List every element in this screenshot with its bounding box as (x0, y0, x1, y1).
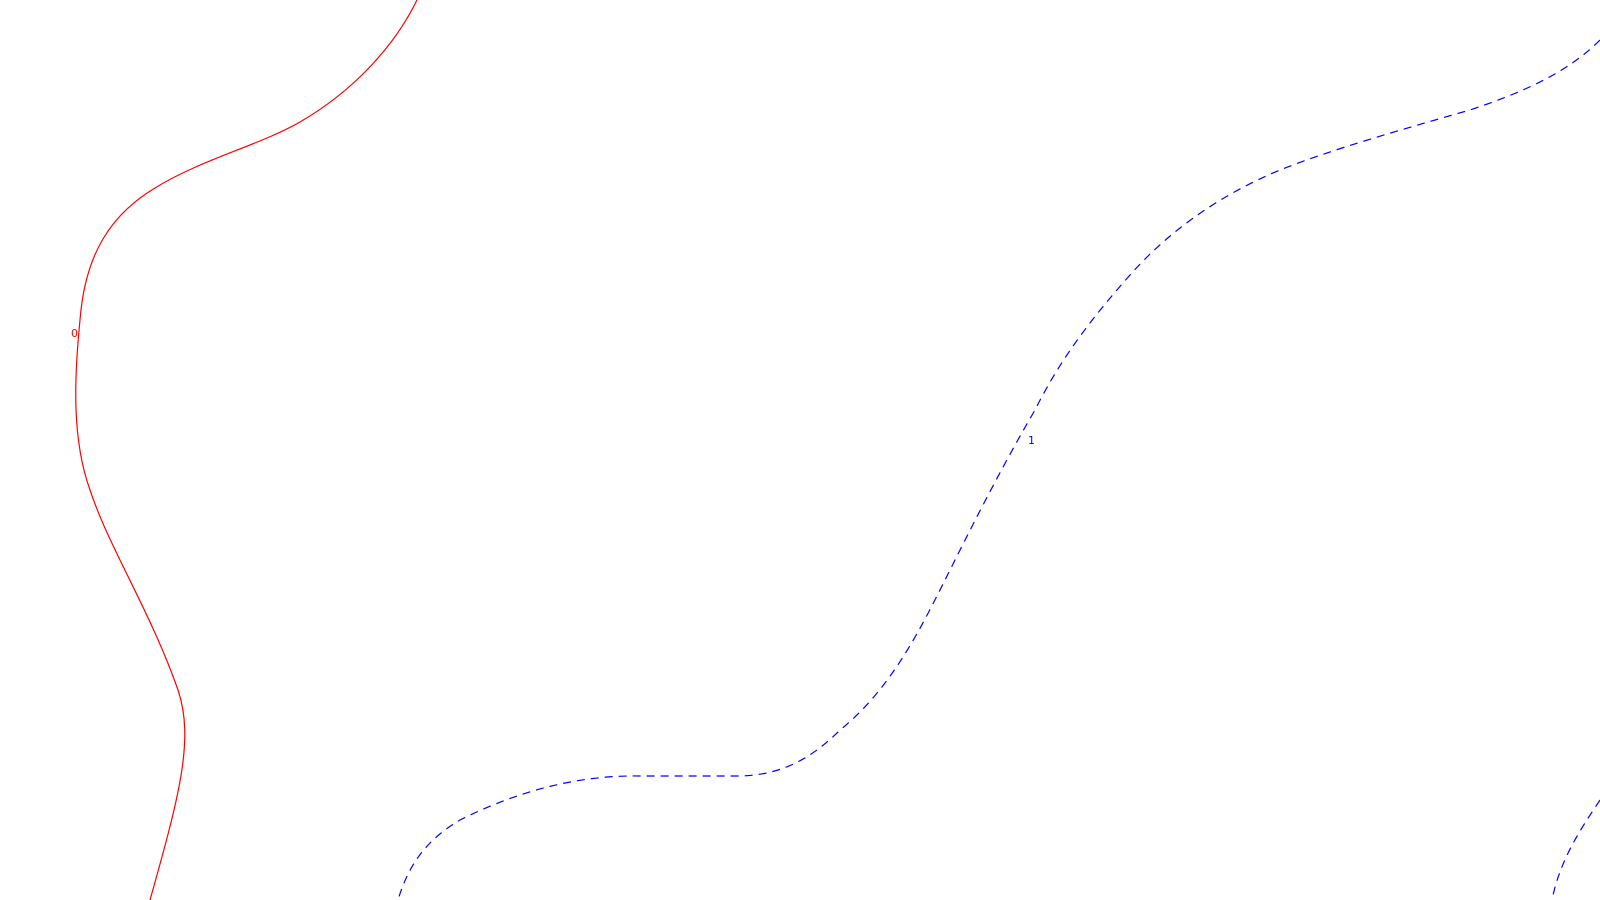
contour-line-1 (397, 39, 1600, 900)
contour-line-0 (75, 0, 418, 900)
contour-label-0: 0 (71, 327, 78, 340)
contour-line-1-corner (1551, 799, 1600, 900)
contour-label-1: 1 (1028, 434, 1035, 447)
